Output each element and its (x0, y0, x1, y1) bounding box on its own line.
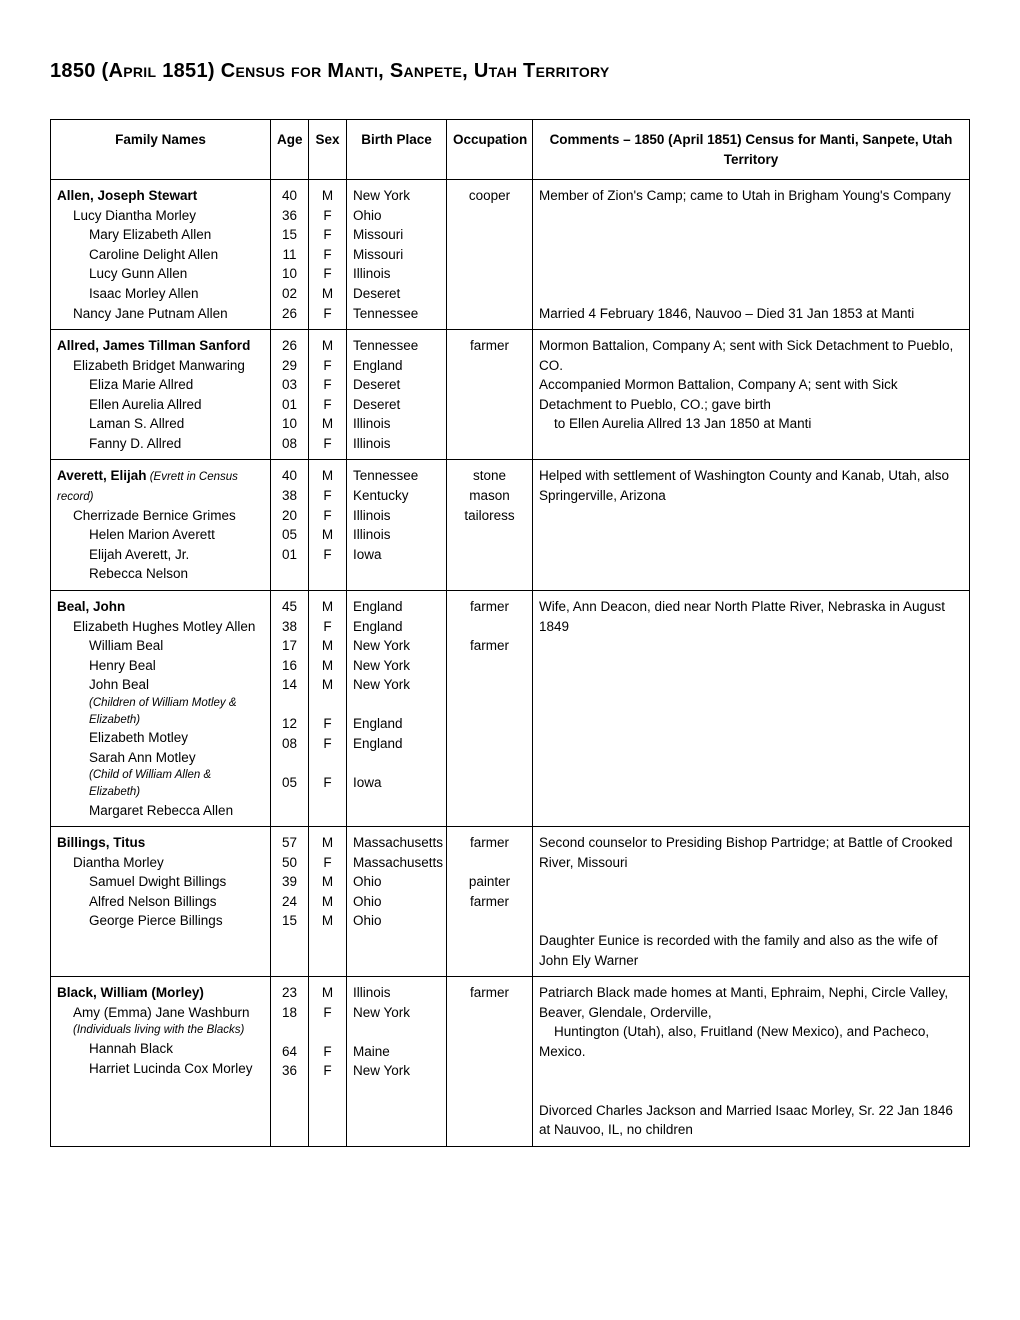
page-title: 1850 (April 1851) Census for Manti, Sanp… (50, 60, 970, 83)
person-name: Sarah Ann Motley (57, 748, 264, 768)
col-header-occ: Occupation (447, 120, 533, 180)
comment-bottom: Married 4 February 1846, Nauvoo – Died 3… (539, 304, 963, 324)
table-row: Averett, Elijah (Evrett in Census record… (51, 460, 970, 591)
cell-names: Billings, TitusDiantha MorleySamuel Dwig… (51, 827, 271, 977)
person-name: Harriet Lucinda Cox Morley (57, 1059, 264, 1079)
person-name: George Pierce Billings (57, 911, 264, 931)
person-name: (Children of William Motley & Elizabeth) (57, 695, 264, 728)
person-name: John Beal (57, 675, 264, 695)
cell-sex: MFMMM (309, 827, 347, 977)
person-name: (Individuals living with the Blacks) (57, 1022, 264, 1039)
person-name: Helen Marion Averett (57, 525, 264, 545)
person-name: Lucy Diantha Morley (57, 206, 264, 226)
cell-names: Averett, Elijah (Evrett in Census record… (51, 460, 271, 591)
table-row: Allen, Joseph StewartLucy Diantha Morley… (51, 180, 970, 330)
cell-comments: Member of Zion's Camp; came to Utah in B… (533, 180, 970, 330)
cell-birth: MassachusettsMassachusettsOhioOhioOhio (347, 827, 447, 977)
person-name: Henry Beal (57, 656, 264, 676)
person-name: Averett, Elijah (Evrett in Census record… (57, 466, 264, 505)
cell-comments: Mormon Battalion, Company A; sent with S… (533, 330, 970, 460)
person-name: Allen, Joseph Stewart (57, 186, 264, 206)
table-row: Billings, TitusDiantha MorleySamuel Dwig… (51, 827, 970, 977)
cell-age: 262903011008 (271, 330, 309, 460)
person-name: Beal, John (57, 597, 264, 617)
cell-age: 5750392415 (271, 827, 309, 977)
cell-sex: MFFFFMF (309, 180, 347, 330)
person-name: Cherrizade Bernice Grimes (57, 506, 264, 526)
cell-sex: MFFFMF (309, 330, 347, 460)
cell-occupation: cooper (447, 180, 533, 330)
person-name: Diantha Morley (57, 853, 264, 873)
person-name: (Child of William Allen & Elizabeth) (57, 767, 264, 800)
col-header-birth: Birth Place (347, 120, 447, 180)
cell-occupation: farmer (447, 330, 533, 460)
person-name: Allred, James Tillman Sanford (57, 336, 264, 356)
person-name: Lucy Gunn Allen (57, 264, 264, 284)
cell-age: 4038200501 (271, 460, 309, 591)
table-body: Allen, Joseph StewartLucy Diantha Morley… (51, 180, 970, 1147)
person-name: Nancy Jane Putnam Allen (57, 304, 264, 324)
cell-sex: MFMMM FF F (309, 591, 347, 827)
census-table: Family Names Age Sex Birth Place Occupat… (50, 119, 970, 1147)
cell-occupation: farmer painterfarmer (447, 827, 533, 977)
col-header-sex: Sex (309, 120, 347, 180)
col-header-names: Family Names (51, 120, 271, 180)
cell-sex: MF FF (309, 977, 347, 1147)
cell-names: Beal, JohnElizabeth Hughes Motley AllenW… (51, 591, 271, 827)
person-name: Mary Elizabeth Allen (57, 225, 264, 245)
table-row: Beal, JohnElizabeth Hughes Motley AllenW… (51, 591, 970, 827)
cell-names: Allred, James Tillman SanfordElizabeth B… (51, 330, 271, 460)
cell-age: 2318 6436 (271, 977, 309, 1147)
cell-birth: TennesseeEnglandDeseretDeseretIllinoisIl… (347, 330, 447, 460)
person-name: Caroline Delight Allen (57, 245, 264, 265)
person-name: Isaac Morley Allen (57, 284, 264, 304)
comment-bottom: Daughter Eunice is recorded with the fam… (539, 931, 963, 970)
cell-age: 40361511100226 (271, 180, 309, 330)
person-name: William Beal (57, 636, 264, 656)
person-name: Elizabeth Motley (57, 728, 264, 748)
cell-birth: EnglandEnglandNew YorkNew YorkNew York E… (347, 591, 447, 827)
cell-comments: Wife, Ann Deacon, died near North Platte… (533, 591, 970, 827)
person-name: Fanny D. Allred (57, 434, 264, 454)
person-name: Billings, Titus (57, 833, 264, 853)
cell-comments: Second counselor to Presiding Bishop Par… (533, 827, 970, 977)
table-row: Black, William (Morley)Amy (Emma) Jane W… (51, 977, 970, 1147)
cell-sex: MFFMF (309, 460, 347, 591)
comment-bottom: Divorced Charles Jackson and Married Isa… (539, 1101, 963, 1140)
table-header-row: Family Names Age Sex Birth Place Occupat… (51, 120, 970, 180)
person-name: Hannah Black (57, 1039, 264, 1059)
cell-occupation: farmer farmer (447, 591, 533, 827)
person-name: Amy (Emma) Jane Washburn (57, 1003, 264, 1023)
person-name: Ellen Aurelia Allred (57, 395, 264, 415)
table-row: Allred, James Tillman SanfordElizabeth B… (51, 330, 970, 460)
person-name: Elizabeth Hughes Motley Allen (57, 617, 264, 637)
cell-birth: IllinoisNew York MaineNew York (347, 977, 447, 1147)
cell-age: 4538171614 1208 05 (271, 591, 309, 827)
person-name: Laman S. Allred (57, 414, 264, 434)
person-name: Samuel Dwight Billings (57, 872, 264, 892)
person-name: Rebecca Nelson (57, 564, 264, 584)
cell-birth: TennesseeKentuckyIllinoisIllinoisIowa (347, 460, 447, 591)
col-header-comm: Comments – 1850 (April 1851) Census for … (533, 120, 970, 180)
cell-comments: Helped with settlement of Washington Cou… (533, 460, 970, 591)
person-name: Margaret Rebecca Allen (57, 801, 264, 821)
person-name: Alfred Nelson Billings (57, 892, 264, 912)
person-name: Elijah Averett, Jr. (57, 545, 264, 565)
person-name: Black, William (Morley) (57, 983, 264, 1003)
person-name: Elizabeth Bridget Manwaring (57, 356, 264, 376)
cell-comments: Patriarch Black made homes at Manti, Eph… (533, 977, 970, 1147)
col-header-age: Age (271, 120, 309, 180)
cell-birth: New YorkOhioMissouriMissouriIllinoisDese… (347, 180, 447, 330)
person-name: Eliza Marie Allred (57, 375, 264, 395)
cell-names: Black, William (Morley)Amy (Emma) Jane W… (51, 977, 271, 1147)
cell-occupation: farmer (447, 977, 533, 1147)
cell-occupation: stone masontailoress (447, 460, 533, 591)
cell-names: Allen, Joseph StewartLucy Diantha Morley… (51, 180, 271, 330)
